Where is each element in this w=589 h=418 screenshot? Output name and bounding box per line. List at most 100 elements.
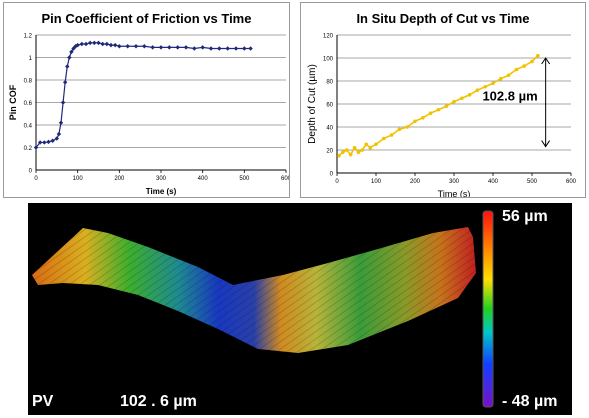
x-tick-label: 600 <box>566 179 577 185</box>
data-point <box>192 46 197 51</box>
data-point <box>382 136 386 141</box>
y-tick-label: 1 <box>29 56 33 62</box>
y-tick-label: 60 <box>326 103 333 109</box>
x-tick-label: 500 <box>239 176 250 182</box>
data-point <box>397 127 402 132</box>
data-point <box>242 46 247 51</box>
x-tick-label: 0 <box>34 176 38 182</box>
data-point <box>452 99 456 104</box>
data-point <box>356 150 361 155</box>
data-point <box>87 40 93 46</box>
depth-chart: 0 20 40 60 80 100 120 0 100 200 300 400 500 600 Time (… <box>307 34 577 198</box>
data-point <box>436 107 441 112</box>
data-point <box>108 42 114 48</box>
data-point <box>54 136 60 141</box>
data-point <box>421 116 425 120</box>
y-tick-label: 80 <box>326 80 333 86</box>
data-point <box>475 88 480 92</box>
data-point <box>46 139 51 145</box>
data-point <box>491 81 495 86</box>
data-point <box>183 45 189 50</box>
x-axis-label: Time (s) <box>438 189 471 197</box>
data-point <box>104 41 110 47</box>
data-point <box>530 59 534 64</box>
x-tick-label: 500 <box>527 179 538 185</box>
y-tick-label: 0.4 <box>24 124 33 130</box>
data-point <box>364 142 369 147</box>
data-point <box>337 153 341 158</box>
depth-chart-panel: In Situ Depth of Cut vs Time 0 20 40 60 80 10… <box>300 2 586 198</box>
arrowhead-top <box>541 57 551 65</box>
y-tick-label: 0.2 <box>24 146 33 152</box>
data-point <box>341 150 345 155</box>
data-point <box>50 138 55 143</box>
y-tick-label: 120 <box>323 34 334 40</box>
data-point <box>499 76 503 81</box>
data-point <box>405 125 409 129</box>
x-tick-label: 600 <box>281 176 289 182</box>
data-series-line <box>338 55 539 157</box>
data-point <box>352 145 357 150</box>
y-tick-label: 40 <box>326 126 333 132</box>
arrowhead-bottom <box>541 140 551 148</box>
data-point <box>506 73 511 78</box>
data-point <box>167 45 172 50</box>
data-point <box>92 40 97 46</box>
y-tick-label: 20 <box>326 149 333 155</box>
y-tick-label: 0.8 <box>24 79 33 85</box>
y-axis-label: Depth of Cut (µm) <box>307 64 318 144</box>
surface-image <box>32 210 494 408</box>
x-tick-label: 200 <box>114 176 125 182</box>
surface-height-map: 56 µm - 48 µm PV 102 . 6 µm <box>28 203 572 415</box>
scale-max-label: 56 µm <box>502 208 548 225</box>
data-point <box>112 42 118 48</box>
data-point <box>248 46 253 51</box>
x-tick-label: 200 <box>410 179 421 185</box>
pv-label: PV <box>32 393 54 410</box>
data-point <box>33 145 39 150</box>
x-tick-label: 100 <box>73 176 84 182</box>
y-tick-label: 100 <box>323 57 334 63</box>
data-point <box>100 41 105 47</box>
data-point <box>514 67 519 72</box>
data-point <box>96 40 101 46</box>
data-point <box>368 145 372 150</box>
data-point <box>60 100 66 105</box>
data-point <box>389 133 394 137</box>
cof-chart-panel: Pin Coefficient of Friction vs Time 0 0.2… <box>3 2 290 198</box>
x-tick-label: 400 <box>488 179 499 185</box>
x-tick-label: 100 <box>371 179 382 185</box>
x-tick-label: 300 <box>156 176 167 182</box>
data-point <box>360 148 365 152</box>
data-point <box>344 148 349 152</box>
data-point <box>428 111 433 115</box>
data-point <box>142 44 147 49</box>
y-tick-label: 1.2 <box>24 34 33 40</box>
data-point <box>200 45 205 50</box>
x-tick-label: 400 <box>198 176 209 182</box>
data-point <box>444 104 448 109</box>
depth-annotation-label: 102.8 µm <box>482 89 537 104</box>
data-point <box>42 140 47 145</box>
cof-chart-title: Pin Coefficient of Friction vs Time <box>41 11 252 26</box>
data-point <box>37 140 43 145</box>
data-point <box>56 131 62 137</box>
data-point <box>65 64 70 69</box>
cof-chart: 0 0.2 0.4 0.6 0.8 1 1.2 0 100 200 300 400 500 600 Time… <box>8 34 289 197</box>
y-tick-label: 0.6 <box>24 101 33 107</box>
data-point <box>460 96 464 101</box>
data-series-line <box>35 42 251 148</box>
y-axis-label: Pin COF <box>8 84 18 120</box>
data-point <box>67 55 72 60</box>
pv-value: 102 . 6 µm <box>120 393 197 410</box>
data-point <box>83 41 89 47</box>
data-point <box>522 64 526 68</box>
data-point <box>536 53 540 58</box>
depth-chart-title: In Situ Depth of Cut vs Time <box>356 11 530 26</box>
data-point <box>62 80 68 85</box>
data-point <box>413 119 417 124</box>
data-point <box>483 84 487 89</box>
data-point <box>374 142 378 147</box>
data-point <box>117 44 122 49</box>
data-point <box>150 45 155 50</box>
